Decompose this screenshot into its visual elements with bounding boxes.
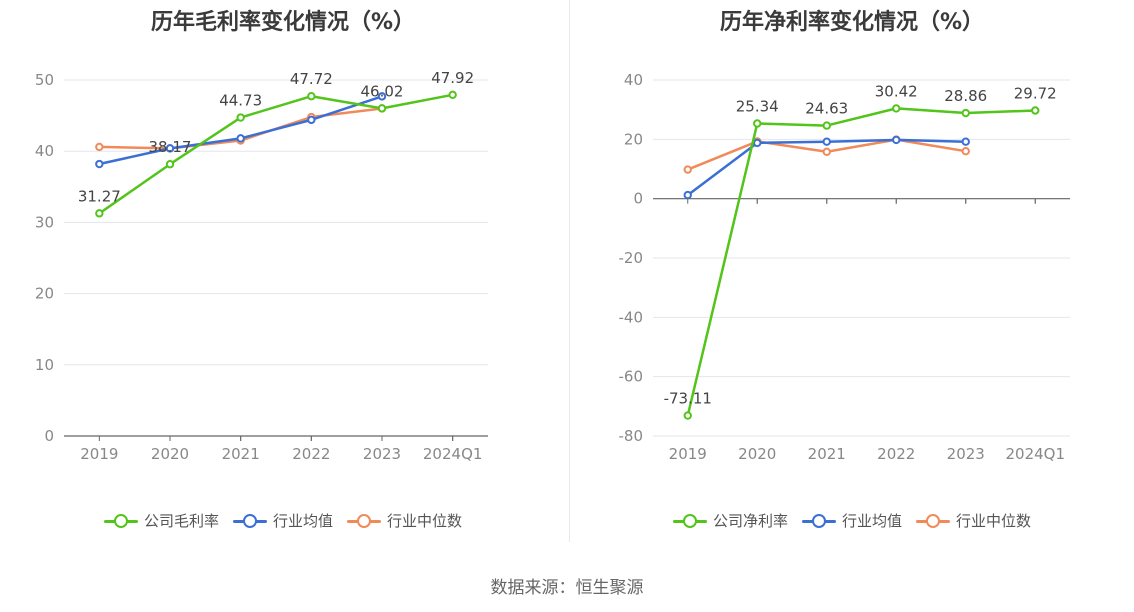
y-tick-label: -40 bbox=[619, 308, 644, 326]
x-tick-label: 2022 bbox=[877, 445, 915, 463]
data-label: 30.42 bbox=[875, 82, 918, 100]
legend-item[interactable]: 行业均值 bbox=[801, 510, 902, 531]
data-point[interactable] bbox=[822, 121, 831, 130]
data-point[interactable] bbox=[448, 90, 457, 100]
y-tick-label: 40 bbox=[35, 142, 54, 160]
legend-label: 公司毛利率 bbox=[143, 512, 219, 530]
y-tick-label: 0 bbox=[633, 190, 643, 208]
data-point[interactable] bbox=[961, 137, 970, 146]
data-label: -73.11 bbox=[664, 390, 712, 408]
data-point[interactable] bbox=[165, 160, 175, 169]
x-tick-label: 2023 bbox=[363, 445, 401, 463]
series-line bbox=[98, 93, 453, 215]
y-tick-label: 20 bbox=[624, 130, 643, 148]
data-label: 25.34 bbox=[736, 97, 779, 115]
y-tick-label: 10 bbox=[35, 356, 54, 374]
y-tick-label: 40 bbox=[624, 71, 643, 89]
y-tick-label: 50 bbox=[35, 71, 54, 89]
data-point[interactable] bbox=[377, 104, 387, 113]
x-tick-label: 2020 bbox=[738, 445, 776, 463]
data-label: 47.72 bbox=[290, 70, 333, 88]
data-label: 28.86 bbox=[944, 87, 987, 105]
chart-title: 历年净利率变化情况（%） bbox=[719, 10, 985, 35]
x-tick-label: 2019 bbox=[669, 445, 707, 463]
x-tick-label: 2021 bbox=[808, 445, 846, 463]
legend-marker-icon bbox=[672, 513, 707, 529]
x-tick-label: 2021 bbox=[222, 445, 260, 463]
data-point[interactable] bbox=[307, 92, 316, 101]
data-point[interactable] bbox=[683, 411, 692, 420]
data-label: 31.27 bbox=[78, 187, 121, 205]
series-line bbox=[686, 107, 1036, 416]
data-point[interactable] bbox=[95, 209, 104, 218]
data-point[interactable] bbox=[95, 142, 104, 152]
legend-item[interactable]: 公司净利率 bbox=[672, 510, 788, 531]
legend: 公司净利率 行业均值 行业中位数 bbox=[570, 510, 1134, 531]
legend-item[interactable]: 行业中位数 bbox=[347, 510, 462, 531]
legend-marker-icon bbox=[801, 513, 836, 529]
legend-label: 行业均值 bbox=[841, 512, 902, 530]
data-point[interactable] bbox=[753, 138, 762, 148]
x-tick-label: 2024Q1 bbox=[1005, 445, 1065, 463]
legend-label: 行业中位数 bbox=[956, 512, 1032, 530]
x-tick-label: 2022 bbox=[292, 445, 330, 463]
y-tick-label: -20 bbox=[619, 249, 644, 267]
y-tick-label: 0 bbox=[44, 427, 54, 445]
data-point[interactable] bbox=[892, 104, 901, 113]
legend-label: 公司净利率 bbox=[712, 512, 788, 530]
data-point[interactable] bbox=[892, 135, 901, 145]
y-tick-label: -60 bbox=[619, 368, 644, 386]
y-tick-label: -80 bbox=[619, 427, 644, 445]
legend-label: 行业中位数 bbox=[387, 512, 463, 530]
data-label: 24.63 bbox=[805, 100, 848, 118]
data-point[interactable] bbox=[683, 190, 692, 200]
net-margin-chart: 历年净利率变化情况（%） -80 -60 -40 -20 0 20 40 2019 2020 20… bbox=[570, 0, 1134, 560]
data-source: 数据来源：恒生聚源 bbox=[490, 578, 644, 598]
data-point[interactable] bbox=[1031, 106, 1040, 115]
legend-label: 行业均值 bbox=[272, 512, 333, 530]
legend-item[interactable]: 行业均值 bbox=[232, 510, 333, 531]
data-point[interactable] bbox=[307, 115, 316, 125]
data-point[interactable] bbox=[236, 134, 245, 143]
legend-item[interactable]: 公司毛利率 bbox=[103, 510, 219, 531]
chart-title: 历年毛利率变化情况（%） bbox=[150, 10, 416, 35]
data-point[interactable] bbox=[822, 137, 831, 146]
legend-marker-icon bbox=[103, 513, 138, 529]
data-point[interactable] bbox=[753, 119, 762, 128]
x-tick-label: 2024Q1 bbox=[423, 445, 483, 463]
y-tick-label: 20 bbox=[35, 285, 54, 303]
x-tick-label: 2023 bbox=[947, 445, 985, 463]
data-point[interactable] bbox=[95, 159, 104, 169]
data-point[interactable] bbox=[822, 147, 831, 156]
data-point[interactable] bbox=[165, 144, 175, 153]
data-point[interactable] bbox=[961, 108, 970, 118]
data-point[interactable] bbox=[683, 165, 692, 174]
x-tick-label: 2019 bbox=[80, 445, 118, 463]
legend: 公司毛利率 行业均值 行业中位数 bbox=[0, 510, 566, 531]
gross-margin-chart: 历年毛利率变化情况（%） 0 10 20 30 40 50 2019 2020 2021 2022… bbox=[0, 0, 566, 560]
data-label: 46.02 bbox=[361, 82, 404, 100]
gross-margin-plot: 0 10 20 30 40 50 2019 2020 2021 2022 2023 2024Q1 31.… bbox=[35, 69, 488, 463]
data-point[interactable] bbox=[961, 147, 970, 156]
legend-marker-icon bbox=[347, 513, 381, 529]
legend-marker-icon bbox=[916, 513, 950, 529]
net-margin-plot: -80 -60 -40 -20 0 20 40 2019 2020 2021 2022 2023 202… bbox=[619, 71, 1070, 463]
data-label: 44.73 bbox=[219, 92, 262, 110]
data-point[interactable] bbox=[377, 92, 387, 101]
legend-item[interactable]: 行业中位数 bbox=[916, 510, 1031, 531]
data-label: 38.17 bbox=[149, 138, 192, 156]
y-tick-label: 30 bbox=[35, 213, 54, 231]
data-label: 29.72 bbox=[1014, 84, 1057, 102]
x-tick-label: 2020 bbox=[151, 445, 189, 463]
data-label: 47.92 bbox=[431, 69, 474, 87]
divider bbox=[569, 0, 570, 542]
legend-marker-icon bbox=[232, 513, 267, 529]
data-point[interactable] bbox=[236, 113, 245, 122]
